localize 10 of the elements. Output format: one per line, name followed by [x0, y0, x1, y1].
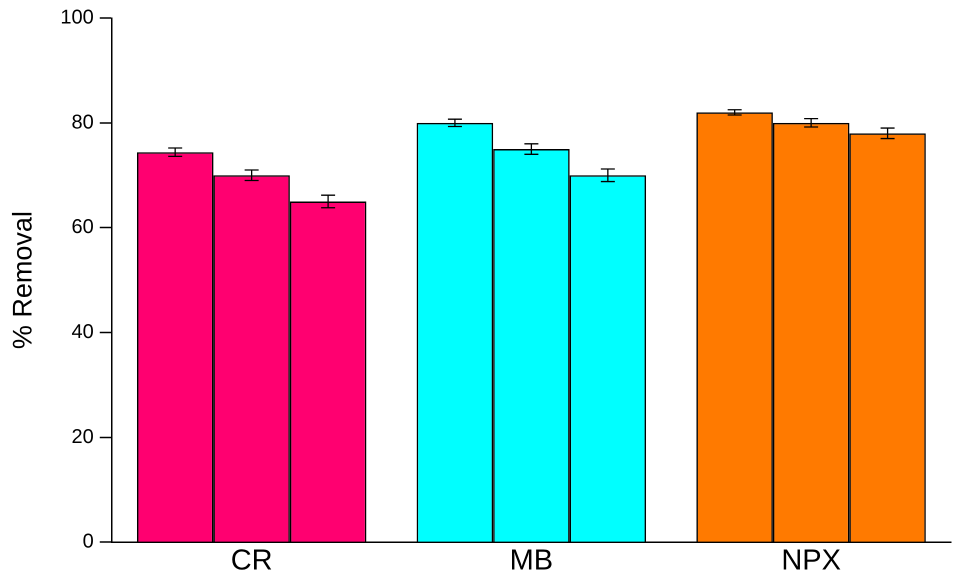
y-tick-label: 60 — [72, 216, 94, 238]
y-tick-label: 20 — [72, 426, 94, 448]
x-tick-label: NPX — [781, 544, 841, 577]
y-tick-label: 100 — [60, 6, 94, 29]
y-axis-title: % Removal — [8, 211, 38, 350]
x-tick-label: CR — [230, 544, 273, 577]
y-tick-label: 80 — [72, 111, 94, 134]
y-tick-label: 40 — [72, 321, 94, 344]
y-tick-label: 0 — [82, 530, 94, 553]
x-tick-label: MB — [510, 544, 554, 577]
